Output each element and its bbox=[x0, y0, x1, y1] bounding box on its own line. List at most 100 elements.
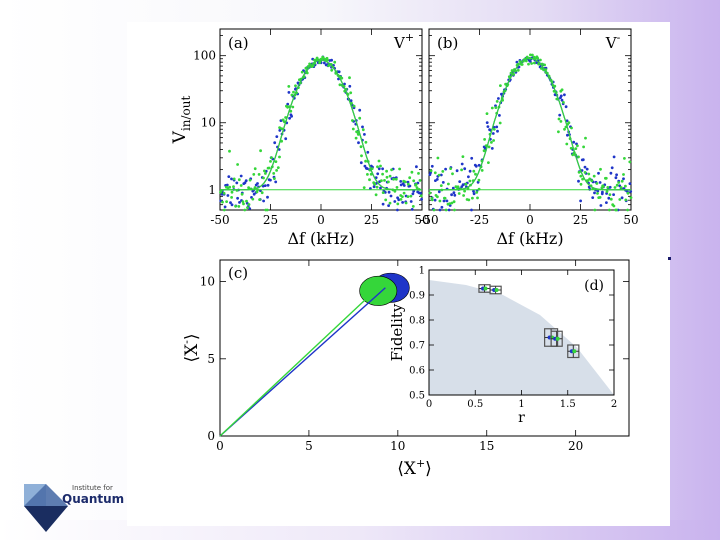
data-point bbox=[615, 173, 618, 177]
data-point bbox=[387, 204, 390, 208]
data-point bbox=[471, 196, 474, 200]
data-point bbox=[477, 178, 481, 182]
data-point bbox=[599, 204, 603, 207]
data-point bbox=[235, 181, 239, 185]
data-point bbox=[449, 167, 452, 171]
data-point bbox=[588, 177, 592, 181]
data-point bbox=[381, 167, 384, 171]
x-axis-label: ⟨X+⟩ bbox=[397, 457, 432, 479]
fit-curve bbox=[429, 57, 631, 191]
data-point bbox=[498, 114, 501, 117]
x-tick-label: -50 bbox=[419, 213, 438, 227]
data-point bbox=[487, 161, 490, 165]
data-point bbox=[278, 129, 282, 132]
data-point bbox=[380, 179, 383, 183]
y-axis-label-part: V bbox=[170, 130, 190, 144]
y-tick-label: 1 bbox=[419, 266, 425, 277]
data-point bbox=[376, 172, 380, 176]
data-point bbox=[252, 173, 256, 176]
data-point bbox=[363, 133, 366, 136]
data-point bbox=[242, 202, 245, 206]
data-point bbox=[364, 140, 368, 144]
data-point bbox=[377, 167, 381, 171]
data-point bbox=[461, 183, 465, 187]
data-point bbox=[360, 154, 363, 158]
data-point bbox=[221, 200, 224, 204]
data-point bbox=[393, 189, 397, 193]
data-point bbox=[581, 158, 585, 162]
data-point bbox=[323, 61, 326, 65]
data-point bbox=[364, 159, 367, 163]
vector-line-blue bbox=[219, 287, 386, 437]
data-point bbox=[613, 186, 617, 189]
data-point bbox=[406, 182, 410, 186]
x-tick-label: 50 bbox=[414, 213, 429, 227]
plot-frame-a bbox=[219, 28, 423, 211]
data-point bbox=[267, 166, 271, 170]
data-point bbox=[372, 185, 376, 189]
data-point bbox=[274, 160, 278, 164]
data-point bbox=[376, 165, 379, 169]
data-point bbox=[620, 196, 624, 200]
data-point bbox=[357, 141, 360, 145]
data-point bbox=[440, 205, 444, 209]
data-point bbox=[539, 58, 542, 62]
data-point bbox=[232, 177, 236, 181]
y-tick-label: 100 bbox=[193, 49, 216, 63]
data-point bbox=[230, 177, 233, 181]
data-point bbox=[279, 119, 283, 122]
data-point bbox=[356, 130, 360, 134]
data-point bbox=[595, 182, 599, 185]
data-point bbox=[404, 201, 408, 205]
data-point bbox=[577, 155, 580, 159]
y-axis-label: Vin/out bbox=[170, 95, 193, 144]
data-point bbox=[229, 201, 232, 205]
data-point bbox=[385, 169, 388, 173]
data-point bbox=[462, 194, 465, 197]
data-point bbox=[239, 174, 243, 178]
data-point bbox=[399, 198, 403, 201]
data-point bbox=[628, 160, 632, 164]
data-point bbox=[602, 185, 605, 188]
data-point bbox=[277, 148, 281, 151]
data-point bbox=[499, 84, 502, 87]
data-point bbox=[363, 164, 367, 168]
data-point bbox=[453, 208, 456, 212]
data-point bbox=[492, 139, 495, 142]
data-point bbox=[288, 116, 291, 120]
data-point bbox=[396, 208, 399, 212]
data-point bbox=[464, 182, 468, 186]
data-point bbox=[230, 203, 234, 207]
data-point bbox=[315, 56, 319, 60]
data-point bbox=[597, 171, 600, 175]
data-point bbox=[393, 200, 397, 203]
data-point bbox=[439, 184, 443, 188]
data-point bbox=[266, 195, 269, 199]
data-point bbox=[284, 137, 288, 141]
data-point bbox=[579, 182, 583, 186]
data-point bbox=[579, 199, 582, 203]
data-point bbox=[463, 167, 467, 171]
data-point bbox=[582, 145, 585, 149]
data-point bbox=[349, 91, 353, 95]
data-point bbox=[531, 53, 534, 57]
data-point bbox=[468, 179, 472, 183]
data-point bbox=[245, 199, 248, 203]
data-point bbox=[577, 170, 581, 174]
x-tick-label: 0 bbox=[426, 399, 432, 410]
data-point bbox=[236, 163, 239, 166]
data-point bbox=[626, 208, 629, 212]
data-point bbox=[239, 184, 243, 187]
data-point bbox=[406, 195, 410, 199]
data-point bbox=[569, 146, 573, 150]
data-point bbox=[275, 135, 279, 138]
data-point bbox=[361, 128, 365, 132]
data-point bbox=[273, 177, 276, 181]
data-point bbox=[415, 165, 418, 169]
data-point bbox=[543, 63, 546, 67]
panel-label: (c) bbox=[228, 264, 248, 282]
y-axis-label: ⟨X-⟩ bbox=[180, 333, 202, 362]
data-point bbox=[433, 198, 437, 202]
classical-limit-region bbox=[429, 280, 614, 395]
x-axis-label-part: Δf (kHz) bbox=[287, 229, 354, 248]
